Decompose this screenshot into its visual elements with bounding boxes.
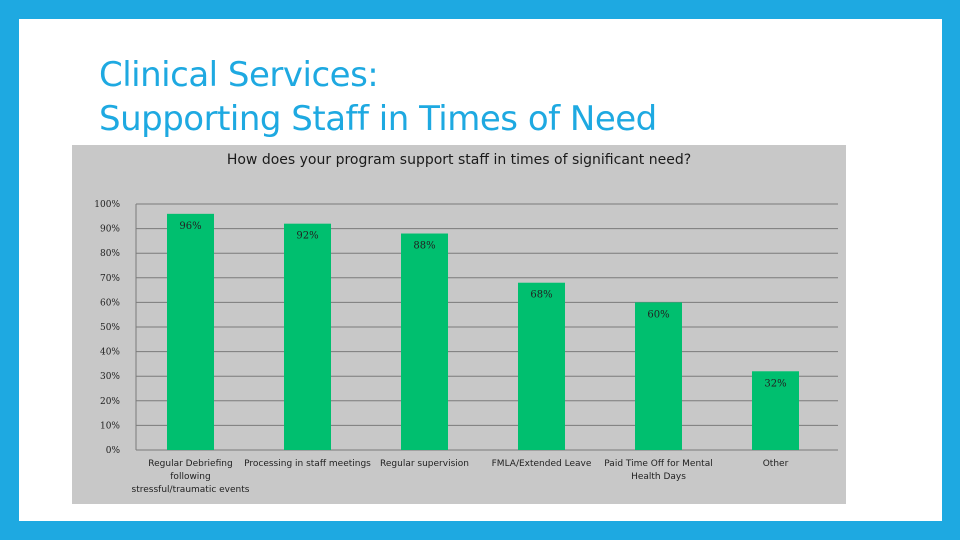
bar <box>752 371 799 450</box>
chart-canvas: 0% 10% 20% 30% 40% 50% 60% 70% 80% 90% 100% 96% 92% 8… <box>94 200 838 456</box>
x-category-label: Regular supervision <box>380 459 469 469</box>
bar <box>167 213 214 450</box>
y-tick-label: 0% <box>106 446 121 456</box>
bar <box>635 302 682 450</box>
bar <box>518 282 565 450</box>
y-tick-label: 80% <box>100 249 120 259</box>
data-label: 92% <box>296 231 318 242</box>
data-label: 32% <box>764 378 786 389</box>
bar <box>284 223 331 450</box>
y-tick-label: 10% <box>100 421 120 431</box>
data-label: 88% <box>413 241 435 252</box>
y-tick-label: 20% <box>100 397 120 407</box>
x-category-label: FMLA/Extended Leave <box>491 459 592 469</box>
x-category-label: Paid Time Off for Mental Health Days <box>604 459 713 482</box>
y-tick-label: 30% <box>100 372 120 382</box>
data-label: 60% <box>647 309 669 320</box>
x-category-label: Processing in staff meetings <box>244 459 371 469</box>
slide-title-line-1: Clinical Services: <box>99 55 379 95</box>
x-category-label: Other <box>762 459 789 469</box>
bar-chart: How does your program support staff in t… <box>72 145 846 504</box>
y-tick-label: 70% <box>100 274 120 284</box>
y-tick-label: 50% <box>100 323 120 333</box>
data-label: 68% <box>530 290 552 301</box>
bar <box>401 233 448 450</box>
chart-title: How does your program support staff in t… <box>226 152 692 168</box>
slide-title: Clinical Services: Supporting Staff in T… <box>99 53 657 141</box>
data-label: 96% <box>179 221 201 232</box>
y-tick-label: 100% <box>94 200 120 210</box>
y-tick-label: 40% <box>100 348 120 358</box>
slide-title-line-2: Supporting Staff in Times of Need <box>99 99 657 139</box>
x-category-label: Regular Debriefing following stressful/t… <box>131 459 250 495</box>
y-tick-label: 60% <box>100 298 120 308</box>
y-tick-label: 90% <box>100 225 120 235</box>
